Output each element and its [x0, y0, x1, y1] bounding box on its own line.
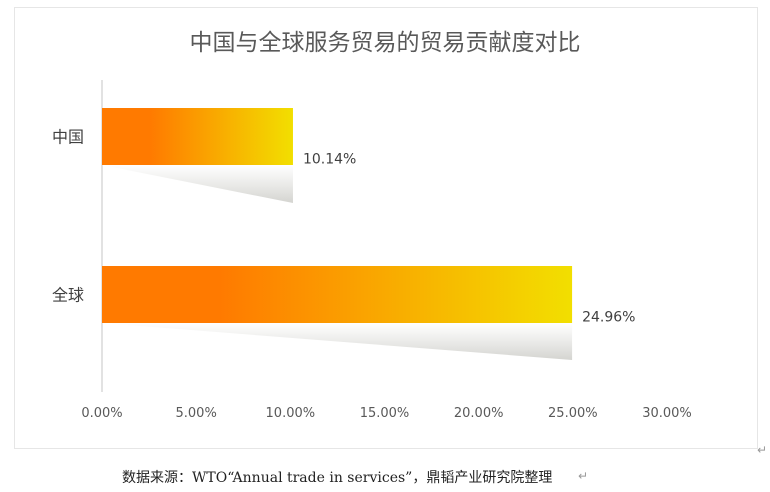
bar — [102, 108, 293, 165]
x-tick-label: 5.00% — [176, 406, 217, 421]
chart-frame — [14, 7, 758, 449]
x-tick-label: 20.00% — [454, 406, 504, 421]
paragraph-mark: ↵ — [578, 469, 589, 483]
x-tick-label: 15.00% — [360, 406, 410, 421]
x-tick-label: 30.00% — [642, 406, 692, 421]
chart-title: 中国与全球服务贸易的贸易贡献度对比 — [190, 30, 581, 56]
x-tick-label: 25.00% — [548, 406, 598, 421]
x-tick-label: 0.00% — [81, 406, 122, 421]
category-label: 中国 — [52, 128, 84, 147]
source-note: 数据来源：WTO“Annual trade in services”，鼎韬产业研… — [122, 470, 553, 486]
data-label: 10.14% — [303, 152, 356, 168]
x-tick-label: 10.00% — [266, 406, 316, 421]
chart-marks: 中国 10.14% 全球 24.96% 0.00% 5.00% 10.00% 15.00% 20… — [52, 108, 692, 421]
bar-shadow — [102, 323, 573, 360]
bar — [102, 266, 573, 323]
paragraph-mark: ↵ — [757, 443, 768, 457]
bar-shadow — [102, 165, 293, 203]
data-label: 24.96% — [582, 310, 635, 326]
category-label: 全球 — [52, 286, 84, 305]
